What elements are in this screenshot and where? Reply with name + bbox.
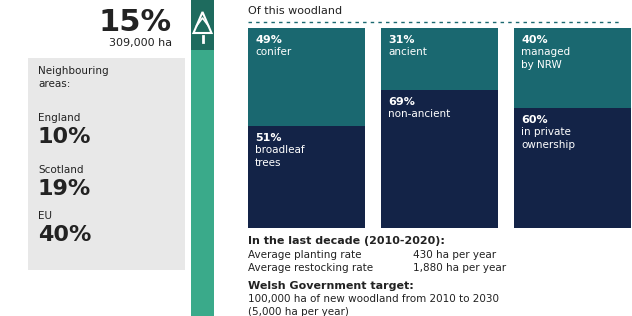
- Text: 51%: 51%: [255, 133, 281, 143]
- Text: EU: EU: [38, 211, 52, 221]
- Text: 69%: 69%: [388, 97, 415, 107]
- Text: Scotland: Scotland: [38, 165, 83, 175]
- FancyBboxPatch shape: [248, 126, 365, 228]
- Text: Average restocking rate: Average restocking rate: [248, 263, 373, 273]
- Text: 60%: 60%: [521, 115, 547, 125]
- Text: Welsh Government target:: Welsh Government target:: [248, 281, 414, 291]
- Text: 19%: 19%: [38, 179, 91, 199]
- Text: non-ancient: non-ancient: [388, 109, 450, 119]
- FancyBboxPatch shape: [191, 0, 214, 316]
- Text: 430 ha per year: 430 ha per year: [413, 250, 496, 260]
- Text: 309,000 ha: 309,000 ha: [109, 38, 172, 48]
- FancyBboxPatch shape: [514, 108, 631, 228]
- Text: managed
by NRW: managed by NRW: [521, 47, 570, 70]
- Text: conifer: conifer: [255, 47, 291, 57]
- FancyBboxPatch shape: [381, 28, 498, 90]
- Text: 49%: 49%: [255, 35, 282, 45]
- Text: Average planting rate: Average planting rate: [248, 250, 362, 260]
- FancyBboxPatch shape: [381, 90, 498, 228]
- FancyBboxPatch shape: [248, 28, 365, 126]
- Text: 40%: 40%: [521, 35, 547, 45]
- Text: 10%: 10%: [38, 127, 92, 147]
- Text: 31%: 31%: [388, 35, 415, 45]
- Text: broadleaf
trees: broadleaf trees: [255, 145, 305, 168]
- Text: 100,000 ha of new woodland from 2010 to 2030
(5,000 ha per year): 100,000 ha of new woodland from 2010 to …: [248, 294, 499, 316]
- Text: 15%: 15%: [99, 8, 172, 37]
- Text: 1,880 ha per year: 1,880 ha per year: [413, 263, 506, 273]
- Text: Neighbouring
areas:: Neighbouring areas:: [38, 66, 109, 89]
- FancyBboxPatch shape: [191, 0, 214, 50]
- Text: England: England: [38, 113, 80, 123]
- Text: 40%: 40%: [38, 225, 92, 245]
- Text: In the last decade (2010-2020):: In the last decade (2010-2020):: [248, 236, 445, 246]
- Text: ancient: ancient: [388, 47, 427, 57]
- FancyBboxPatch shape: [514, 28, 631, 108]
- Text: in private
ownership: in private ownership: [521, 127, 575, 150]
- Text: Of this woodland: Of this woodland: [248, 6, 342, 16]
- FancyBboxPatch shape: [28, 58, 185, 270]
